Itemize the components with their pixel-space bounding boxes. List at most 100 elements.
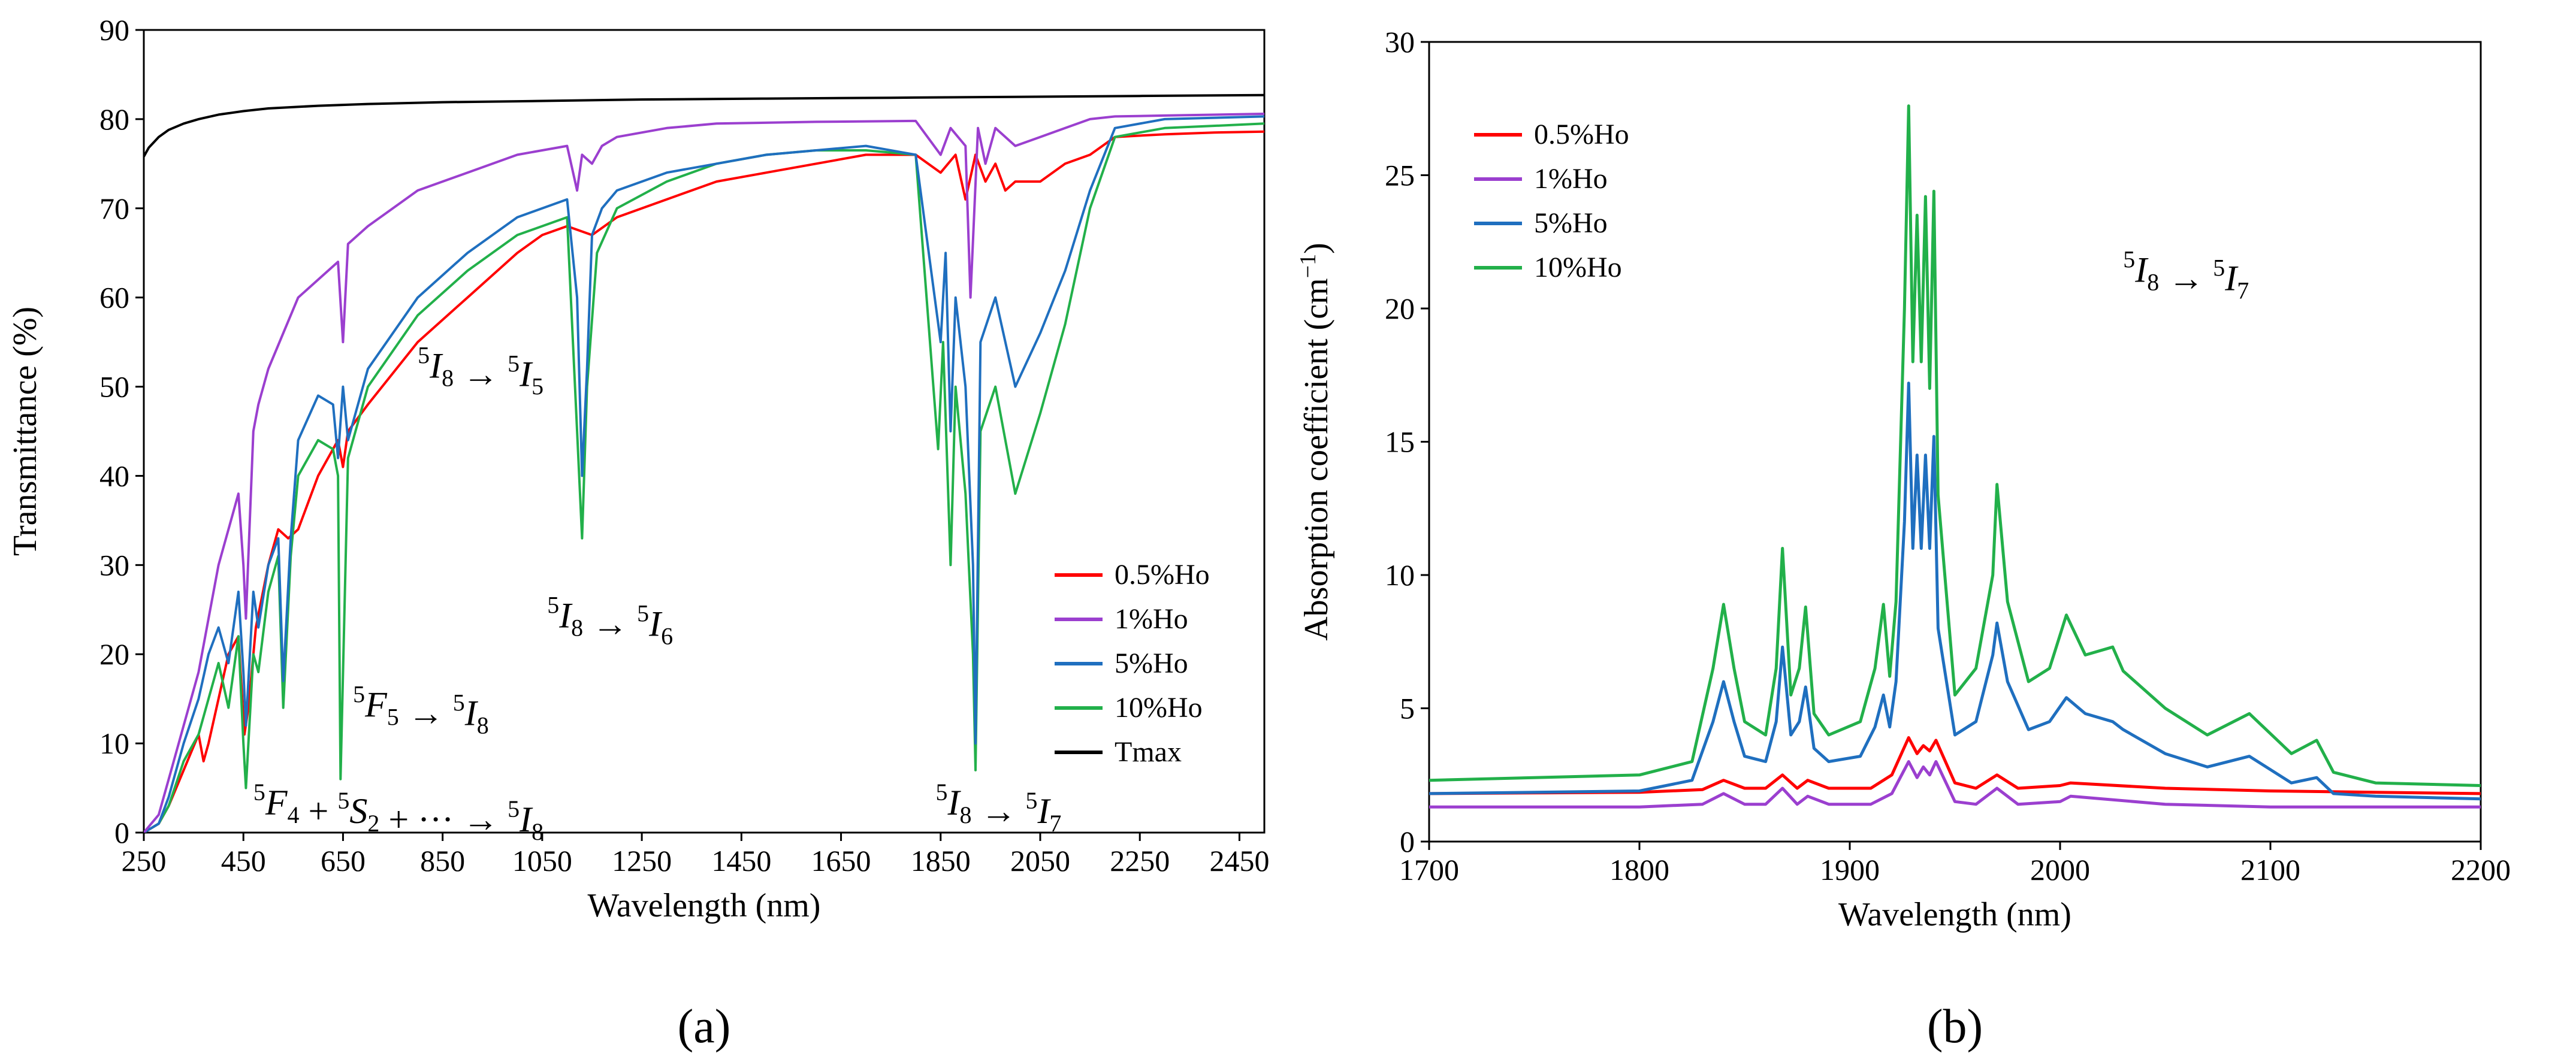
panel-label: (a) [678,1000,731,1053]
annotation-sub: 8 [477,712,489,739]
series-line-1ho [1429,760,2481,809]
y-tick-label: 10 [99,727,129,760]
annotation-sup: 5 [253,779,265,806]
x-tick-label: 650 [321,844,366,878]
chart-a: 250 450 650 850 1050 1250 1450 1650 1850 2050 2250… [7,13,1269,1053]
annotation-sup: 5 [418,342,430,369]
y-tick-label: 70 [99,192,129,225]
annotation-letter: I [558,596,573,636]
legend: 0.5%Ho 1%Ho 5%Ho 10%Ho [1474,119,1629,283]
y-tick-label: 60 [99,281,129,314]
y-tick-label: 30 [1385,25,1415,59]
x-tick-label: 1650 [811,844,871,878]
legend-label: 5%Ho [1115,647,1188,679]
series-line-5ho [144,115,1264,833]
annotation-f5-i8: 5F5 → 5I8 [353,680,489,739]
annotation-sub: 4 [288,801,300,828]
y-tick-label: 50 [99,370,129,404]
legend-label: 0.5%Ho [1534,119,1629,150]
x-tick-label: 1450 [711,844,771,878]
x-axis-label: Wavelength (nm) [1838,896,2071,933]
legend-label: 5%Ho [1534,207,1608,239]
annotation-sup: 5 [453,689,465,716]
annotation-sub: 7 [2237,277,2249,304]
annotation-sub: 8 [959,801,971,828]
annotation-sub: 8 [571,615,583,642]
y-axis-label-sup: −1 [1295,254,1321,278]
plot-frame [1428,41,2482,843]
annotation-letter: I [2224,259,2239,298]
legend: 0.5%Ho 1%Ho 5%Ho 10%Ho Tmax [1055,559,1210,768]
x-tick-label: 450 [221,844,266,878]
y-tick-label: 40 [99,459,129,492]
annotation-sub: 6 [661,623,673,650]
series-line-05ho [144,130,1264,833]
annotation-letter: I [519,800,533,839]
x-tick-label: 2050 [1010,844,1070,878]
y-tick-label: 20 [1385,292,1415,325]
y-tick-label: 30 [99,548,129,582]
annotation-sup: 5 [2213,255,2225,282]
y-tick-label: 20 [99,637,129,671]
annotation-letter: I [648,604,663,644]
y-axis-label-text: Transmittance (%) [7,307,44,556]
series-group [144,93,1264,833]
x-tick-label: 1250 [612,844,672,878]
annotation-sub: 8 [2147,269,2159,296]
annotation-b-i8-i7: 5I8 → 5I7 [2123,246,2249,304]
series-line-10ho [144,122,1264,833]
annotation-letter: I [464,693,479,733]
annotation-sub: 5 [531,373,543,400]
series-line-5ho [1429,382,2481,801]
annotation-i8-i7: 5I8 → 5I7 [935,779,1061,837]
x-tick-label: 850 [420,844,465,878]
annotation-sub: 8 [442,365,454,392]
annotation-i8-i6: 5I8 → 5I6 [547,592,673,650]
y-tick-label: 25 [1385,159,1415,192]
chart-b: 1700 1800 1900 2000 2100 2200 0 5 10 15 20 25 30 Wave… [1295,25,2511,1053]
x-tick-label: 2000 [2030,853,2090,886]
x-tick-label: 1850 [911,844,971,878]
legend-label: 0.5%Ho [1115,559,1210,591]
annotation-text: → [399,693,453,733]
annotation-sup: 5 [353,680,365,707]
x-tick-label: 2250 [1110,844,1170,878]
y-tick-label: 0 [114,816,129,849]
x-tick-label: 2200 [2451,853,2511,886]
series-line-tmax [144,93,1264,158]
annotation-letter: I [947,783,961,822]
annotation-sub: 7 [1049,810,1061,837]
x-tick-label: 1900 [1820,853,1880,886]
annotation-sub: 8 [531,818,543,845]
series-line-05ho [1429,736,2481,795]
y-axis-label-end: ) [1298,243,1335,254]
series-group [1429,104,2481,809]
annotation-sup: 5 [935,779,947,806]
series-line-1ho [144,113,1264,833]
y-tick-label: 90 [99,13,129,47]
annotation-sup: 5 [337,787,349,814]
panel-label: (b) [1927,1000,1983,1053]
annotation-i8-i5: 5I8 → 5I5 [418,342,543,400]
annotation-text: + [300,791,338,831]
annotation-sup: 5 [508,795,520,822]
annotation-sup: 5 [508,350,520,377]
y-axis-label: Transmittance (%) [7,307,44,556]
y-tick-label: 10 [1385,558,1415,592]
annotation-sup: 5 [2123,246,2135,273]
annotation-letter: F [364,685,388,724]
annotation-letter: S [349,791,367,831]
y-axis-label-text: Absorption coefficient (cm [1298,278,1335,640]
annotation-letter: I [429,346,443,386]
y-tick-label: 5 [1400,692,1415,725]
x-tick-label: 2450 [1209,844,1269,878]
legend-label: 10%Ho [1115,692,1203,724]
annotation-f4-i8: 5F4 + 5S2 + ··· → 5I8 [253,779,543,845]
y-tick-label: 80 [99,102,129,136]
x-tick-label: 1700 [1399,853,1459,886]
annotation-letter: I [2134,250,2149,290]
y-tick-label: 0 [1400,825,1415,858]
x-tick-label: 2100 [2240,853,2300,886]
legend-label: 1%Ho [1115,603,1188,635]
